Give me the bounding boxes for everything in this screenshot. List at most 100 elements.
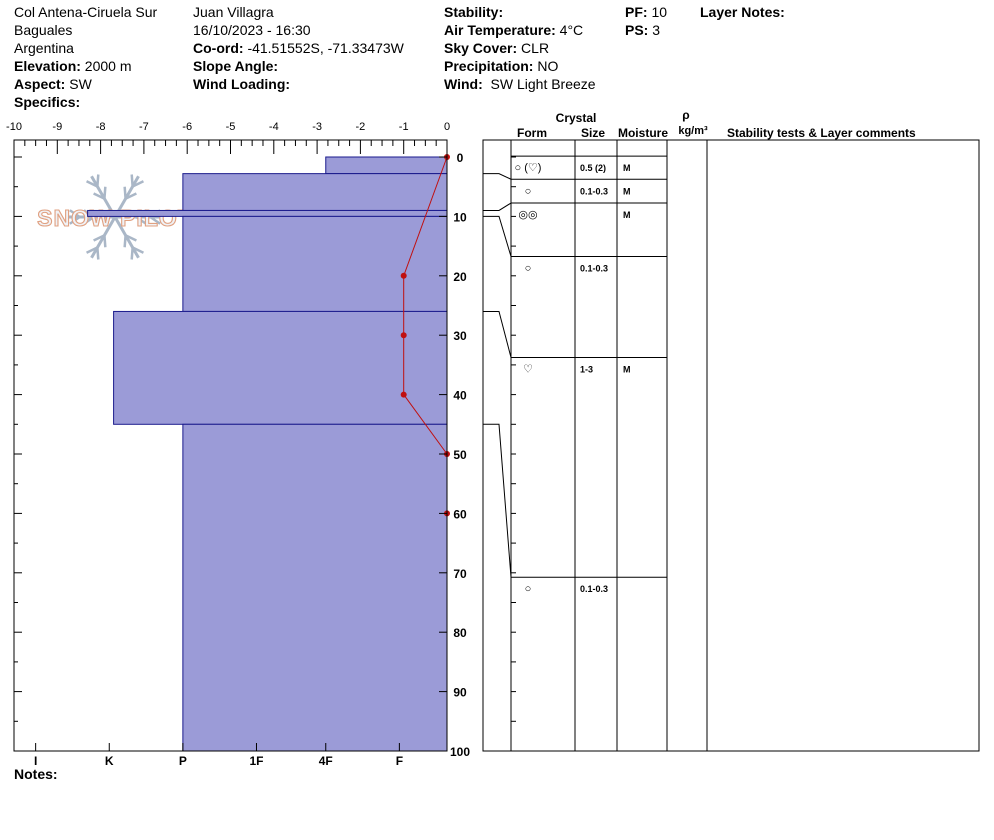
comments-header: Stability tests & Layer comments	[727, 126, 916, 140]
size-header: Size	[581, 126, 605, 140]
snowflake-arm	[113, 216, 140, 259]
hardness-layer-bar	[182, 423, 448, 752]
crystal-size: 0.5 (2)	[580, 163, 606, 173]
moisture-value: M	[623, 210, 631, 220]
snowflake-branch	[83, 215, 95, 225]
hardness-tick-label: 1F	[249, 754, 263, 768]
snowflake-branch	[96, 247, 100, 260]
depth-connector	[483, 202, 512, 211]
crystal-size: 0.1-0.3	[580, 263, 608, 273]
temperature-tick-label: -2	[356, 121, 366, 133]
temperature-point	[400, 332, 407, 339]
snowflake-branch	[135, 215, 147, 225]
density-symbol-header: ρ	[682, 108, 689, 122]
crystal-size: 0.1-0.3	[580, 186, 608, 196]
temperature-tick-label: -4	[269, 121, 279, 133]
depth-tick-label: 20	[453, 270, 467, 284]
snowflake-branch	[125, 234, 137, 242]
slope-angle-field: Slope Angle:	[193, 58, 279, 74]
crystal-form-symbol: ○	[525, 185, 532, 197]
temperature-tick-label: -10	[6, 121, 22, 133]
temperature-tick-label: -8	[96, 121, 106, 133]
depth-tick-label: 100	[450, 745, 470, 759]
wind-loading-field: Wind Loading:	[193, 76, 291, 92]
hardness-tick-label: K	[105, 754, 114, 768]
snowflake-branch	[93, 192, 105, 200]
snowflake-branch	[130, 174, 134, 187]
region-name: Baguales	[14, 22, 73, 38]
crystal-form-symbol: ♡	[523, 363, 533, 375]
temperature-tick-label: 0	[444, 121, 450, 133]
snowflake-arm	[90, 216, 117, 259]
form-header: Form	[517, 126, 547, 140]
hardness-layer-bar	[87, 209, 448, 217]
sky-cover-field: Sky Cover: CLR	[444, 40, 550, 56]
observer-name: Juan Villagra	[193, 4, 274, 20]
snowflake-branch	[69, 209, 81, 219]
moisture-value: M	[623, 163, 631, 173]
depth-tick-label: 10	[453, 210, 467, 224]
stability-field: Stability:	[444, 4, 504, 20]
wind-field: Wind: SW Light Breeze	[444, 76, 596, 92]
depth-tick-label: 80	[453, 626, 467, 640]
temperature-tick-label: -6	[182, 121, 192, 133]
snowflake-branch	[103, 186, 107, 199]
hardness-tick-label: 4F	[319, 754, 333, 768]
depth-connector	[483, 173, 512, 180]
watermark-text: SNOW PILOT	[37, 205, 193, 231]
crystal-header: Crystal	[556, 111, 597, 125]
layer-notes-label: Layer Notes:	[700, 4, 785, 20]
hardness-tick-label: F	[396, 754, 403, 768]
crystal-form-symbol: ◎◎	[518, 209, 537, 221]
temperature-tick-label: -3	[312, 121, 322, 133]
snowflake-branch	[86, 180, 98, 188]
density-unit-header: kg/m³	[678, 125, 708, 137]
temperature-tick-label: -7	[139, 121, 149, 133]
snowflake-branch	[103, 235, 107, 248]
snowflake-branch	[132, 180, 144, 188]
depth-tick-label: 40	[453, 389, 467, 403]
hardness-layer-bar	[325, 156, 448, 175]
crystal-form-symbol: ○	[525, 583, 532, 595]
elevation-field: Elevation: 2000 m	[14, 58, 132, 74]
temperature-point	[400, 391, 407, 398]
depth-tick-label: 50	[453, 448, 467, 462]
depth-connector	[483, 310, 512, 358]
layer-table-border	[482, 139, 980, 752]
snowpilot-watermark: SNOW PILOT	[37, 174, 193, 260]
aspect-field: Aspect: SW	[14, 76, 92, 92]
axes: -10 -9 -8 -7 -6 -5 -4 -3 -2 -1 0010203040506070809…	[6, 121, 470, 768]
country-name: Argentina	[14, 40, 74, 56]
pf-field: PF: 10	[625, 4, 668, 20]
snowflake-branch	[149, 215, 161, 225]
coordinates-field: Co-ord: -41.51552S, -71.33473W	[193, 40, 404, 56]
depth-connector	[483, 215, 512, 257]
ps-field: PS: 3	[625, 22, 661, 38]
precipitation-field: Precipitation: NO	[444, 58, 559, 74]
location-name: Col Antena-Ciruela Sur	[14, 4, 158, 20]
snowflake-branch	[123, 186, 127, 199]
crystal-size: 1-3	[580, 364, 593, 374]
moisture-value: M	[623, 186, 631, 196]
depth-tick-label: 60	[453, 507, 467, 521]
hardness-tick-label: I	[34, 754, 37, 768]
temperature-tick-label: -9	[52, 121, 62, 133]
depth-tick-label: 90	[453, 686, 467, 700]
layer-table: Crystal Form Size Moisture ρ kg/m³ Stability t…	[482, 108, 980, 752]
temperature-tick-label: -5	[226, 121, 236, 133]
depth-tick-label: 0	[457, 151, 464, 165]
crystal-form-symbol: ○ (♡)	[515, 162, 542, 174]
air-temperature-field: Air Temperature: 4°C	[444, 22, 584, 38]
crystal-size: 0.1-0.3	[580, 584, 608, 594]
observation-datetime: 16/10/2023 - 16:30	[193, 22, 311, 38]
crystal-form-symbol: ○	[525, 262, 532, 274]
hardness-tick-label: P	[179, 754, 187, 768]
hardness-layer-bar	[182, 173, 448, 211]
snowflake-branch	[86, 246, 98, 254]
specifics-field: Specifics:	[14, 94, 81, 110]
hardness-layer-bar	[182, 215, 448, 312]
snowflake-branch	[69, 215, 81, 225]
depth-tick-label: 70	[453, 567, 467, 581]
notes-label: Notes:	[14, 766, 58, 782]
snowflake-branch	[93, 234, 105, 242]
